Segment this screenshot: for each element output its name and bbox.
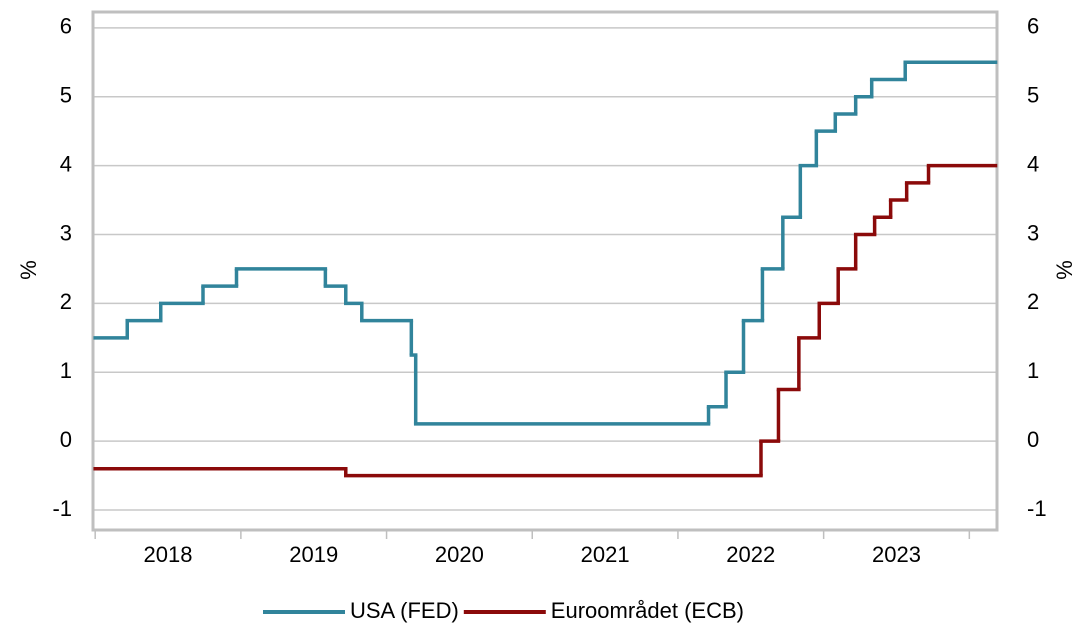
y-tick-label: -1 [52,496,72,521]
x-tick-label: 2019 [289,542,338,567]
plot-frame [91,10,999,532]
x-tick-label: 2023 [872,542,921,567]
y-tick-label: 5 [60,83,72,108]
y2-tick-label: 5 [1027,83,1039,108]
y2-tick-label: 4 [1027,151,1039,176]
x-tick-label: 2020 [435,542,484,567]
y-tick-label: 3 [60,220,72,245]
legend-label: Euroområdet (ECB) [551,598,744,623]
y-tick-label: 2 [60,289,72,314]
y-tick-label: 1 [60,358,72,383]
y2-tick-label: -1 [1027,496,1047,521]
y2-axis-label: % [1052,260,1077,280]
y-tick-label: 6 [60,14,72,39]
x-tick-label: 2021 [581,542,630,567]
x-tick-label: 2018 [144,542,193,567]
y2-tick-label: 3 [1027,220,1039,245]
y2-tick-label: 6 [1027,14,1039,39]
y2-tick-label: 1 [1027,358,1039,383]
y2-tick-label: 2 [1027,289,1039,314]
y-axis-label: % [16,260,41,280]
x-tick-label: 2022 [726,542,775,567]
y-tick-label: 4 [60,151,72,176]
legend-label: USA (FED) [350,598,459,623]
y2-tick-label: 0 [1027,427,1039,452]
y-tick-label: 0 [60,427,72,452]
